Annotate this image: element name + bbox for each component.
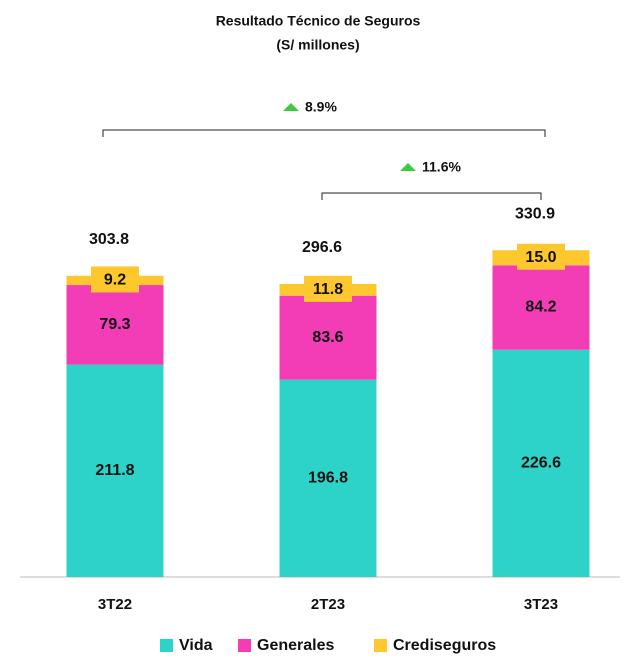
bar-segment [279,379,377,577]
growth-label: 8.9% [305,99,337,115]
legend-label: Generales [257,637,334,654]
label-background [517,243,565,270]
total-label: 296.6 [302,239,342,256]
bar-segment [279,295,377,380]
data-label: 211.8 [95,462,134,479]
data-label: 79.3 [99,316,130,333]
bracket [102,129,546,137]
data-label: 9.2 [104,272,126,289]
legend-label: Crediseguros [393,637,496,654]
up-arrow [283,103,299,111]
bar-segment [66,285,164,365]
x-tick-label: 2T23 [311,596,345,613]
label-background [304,275,352,302]
total-label: 303.8 [89,231,129,248]
bar-segment [492,349,590,577]
chart-subtitle: (S/ millones) [276,37,359,53]
legend-swatch [238,639,251,652]
growth-label: 11.6% [422,159,461,175]
data-label: 83.6 [312,329,343,346]
label-background [91,266,139,293]
bar-segment [492,265,590,350]
up-arrow [400,163,416,171]
x-tick-label: 3T22 [98,596,132,613]
bracket [321,192,542,200]
legend-swatch [160,639,173,652]
chart-title: Resultado Técnico de Seguros [216,13,421,29]
data-label: 226.6 [521,455,561,472]
data-label: 196.8 [308,470,348,487]
bar-segment [66,364,164,577]
x-tick-label: 3T23 [524,596,558,613]
legend-swatch [374,639,387,652]
data-label: 11.8 [313,281,343,298]
data-label: 15.0 [525,249,556,266]
total-label: 330.9 [515,205,555,222]
legend-label: Vida [179,637,213,654]
data-label: 84.2 [525,299,556,316]
